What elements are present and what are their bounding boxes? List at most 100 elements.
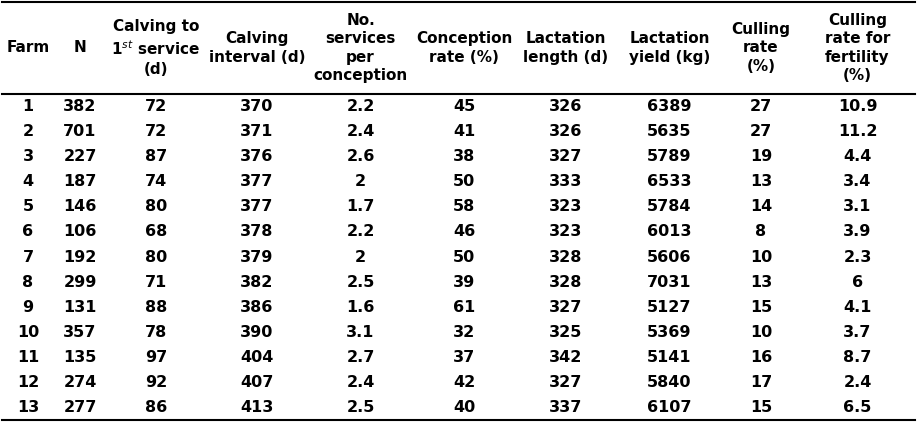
Text: 370: 370 (240, 99, 274, 114)
Text: 6.5: 6.5 (844, 400, 871, 415)
Text: 6533: 6533 (647, 174, 692, 189)
Text: Calving
interval (d): Calving interval (d) (209, 31, 305, 65)
Text: 135: 135 (64, 350, 97, 365)
Text: 13: 13 (750, 174, 772, 189)
Text: 378: 378 (240, 225, 274, 239)
Text: 327: 327 (549, 149, 583, 164)
Text: 71: 71 (145, 275, 167, 289)
Text: 27: 27 (750, 124, 772, 139)
Text: 106: 106 (64, 225, 97, 239)
Text: 3.4: 3.4 (844, 174, 871, 189)
Text: 6107: 6107 (647, 400, 692, 415)
Text: 78: 78 (145, 325, 167, 340)
Text: Conception
rate (%): Conception rate (%) (416, 31, 512, 65)
Text: 8: 8 (22, 275, 33, 289)
Text: 14: 14 (750, 199, 772, 214)
Text: 8: 8 (756, 225, 767, 239)
Text: 4.1: 4.1 (844, 300, 871, 315)
Text: 377: 377 (240, 199, 274, 214)
Text: 27: 27 (750, 99, 772, 114)
Text: 413: 413 (240, 400, 274, 415)
Text: 8.7: 8.7 (844, 350, 871, 365)
Text: 86: 86 (145, 400, 167, 415)
Text: 88: 88 (145, 300, 167, 315)
Text: 32: 32 (453, 325, 475, 340)
Text: 325: 325 (549, 325, 583, 340)
Text: 227: 227 (64, 149, 97, 164)
Text: 80: 80 (145, 199, 167, 214)
Text: 5840: 5840 (647, 375, 692, 390)
Text: 50: 50 (453, 174, 475, 189)
Text: 407: 407 (240, 375, 274, 390)
Text: 9: 9 (22, 300, 33, 315)
Text: 5784: 5784 (647, 199, 692, 214)
Text: 11: 11 (17, 350, 39, 365)
Text: 2.7: 2.7 (346, 350, 375, 365)
Text: 192: 192 (64, 249, 97, 265)
Text: 131: 131 (64, 300, 97, 315)
Text: 2.2: 2.2 (346, 225, 375, 239)
Text: 2: 2 (22, 124, 33, 139)
Text: 10: 10 (750, 249, 772, 265)
Text: 15: 15 (750, 300, 772, 315)
Text: 1.7: 1.7 (346, 199, 375, 214)
Text: 17: 17 (750, 375, 772, 390)
Text: 333: 333 (549, 174, 583, 189)
Text: 40: 40 (453, 400, 475, 415)
Text: 45: 45 (453, 99, 475, 114)
Text: Culling
rate for
fertility
(%): Culling rate for fertility (%) (825, 13, 890, 84)
Text: 11.2: 11.2 (838, 124, 877, 139)
Text: 3.9: 3.9 (844, 225, 871, 239)
Text: 5369: 5369 (647, 325, 692, 340)
Text: No.
services
per
conception: No. services per conception (313, 13, 407, 84)
Text: 72: 72 (145, 124, 167, 139)
Text: Farm: Farm (6, 41, 50, 56)
Text: 7031: 7031 (647, 275, 692, 289)
Text: 15: 15 (750, 400, 772, 415)
Text: 46: 46 (453, 225, 475, 239)
Text: 6389: 6389 (647, 99, 692, 114)
Text: 4.4: 4.4 (844, 149, 871, 164)
Text: 390: 390 (240, 325, 274, 340)
Text: 16: 16 (750, 350, 772, 365)
Text: 5141: 5141 (647, 350, 692, 365)
Text: 6: 6 (22, 225, 33, 239)
Text: 3.1: 3.1 (346, 325, 375, 340)
Text: 187: 187 (64, 174, 97, 189)
Text: 371: 371 (240, 124, 274, 139)
Text: 2.4: 2.4 (844, 375, 871, 390)
Text: 92: 92 (145, 375, 167, 390)
Text: Lactation
yield (kg): Lactation yield (kg) (629, 31, 711, 65)
Text: 323: 323 (549, 225, 583, 239)
Text: 10: 10 (17, 325, 39, 340)
Text: 2: 2 (355, 249, 366, 265)
Text: Calving to
1$^{st}$ service
(d): Calving to 1$^{st}$ service (d) (112, 19, 201, 76)
Text: 328: 328 (549, 275, 583, 289)
Text: 1.6: 1.6 (346, 300, 375, 315)
Text: 5789: 5789 (647, 149, 692, 164)
Text: 7: 7 (22, 249, 33, 265)
Text: 342: 342 (549, 350, 583, 365)
Text: Lactation
length (d): Lactation length (d) (523, 31, 609, 65)
Text: 382: 382 (240, 275, 274, 289)
Text: 10: 10 (750, 325, 772, 340)
Text: 326: 326 (549, 99, 583, 114)
Text: 2.3: 2.3 (844, 249, 871, 265)
Text: 87: 87 (145, 149, 167, 164)
Text: 327: 327 (549, 375, 583, 390)
Text: 2.4: 2.4 (346, 124, 375, 139)
Text: 299: 299 (64, 275, 97, 289)
Text: 146: 146 (64, 199, 97, 214)
Text: 6: 6 (852, 275, 863, 289)
Text: 80: 80 (145, 249, 167, 265)
Text: 326: 326 (549, 124, 583, 139)
Text: 2.5: 2.5 (346, 275, 375, 289)
Text: 277: 277 (64, 400, 97, 415)
Text: 3.7: 3.7 (844, 325, 871, 340)
Text: 5127: 5127 (647, 300, 692, 315)
Text: 2.4: 2.4 (346, 375, 375, 390)
Text: 3: 3 (22, 149, 33, 164)
Text: 2: 2 (355, 174, 366, 189)
Text: 357: 357 (64, 325, 97, 340)
Text: 13: 13 (17, 400, 39, 415)
